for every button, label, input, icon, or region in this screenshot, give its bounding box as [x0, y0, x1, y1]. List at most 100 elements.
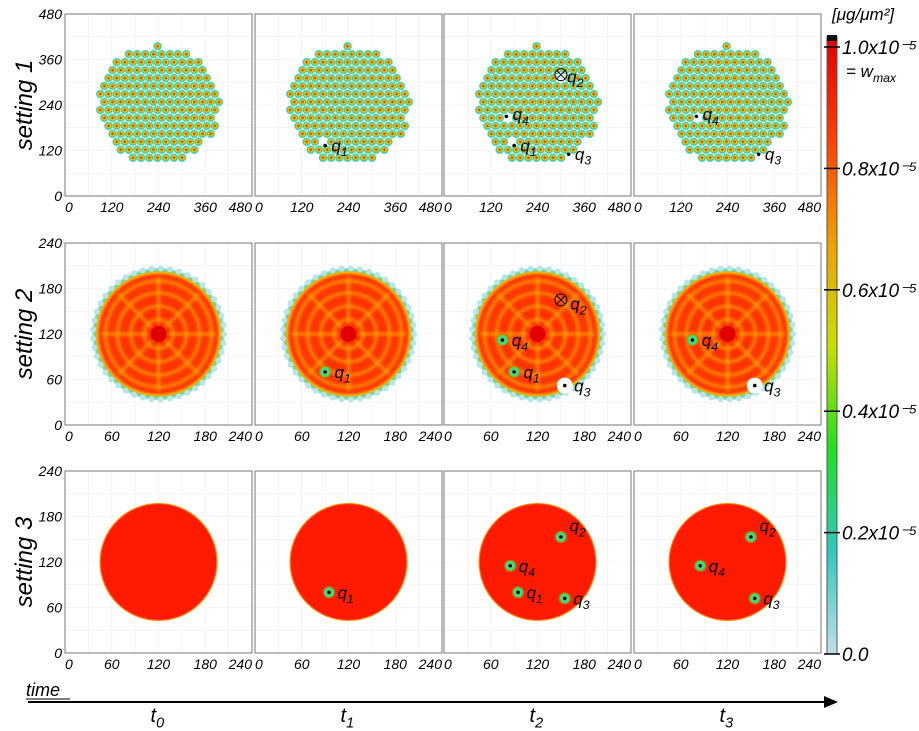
pillar-mark	[573, 57, 582, 67]
pillar-mark	[375, 89, 385, 99]
pillar-mark	[149, 65, 158, 75]
x-tick-label: 240	[525, 199, 550, 215]
heatmap-field	[664, 41, 793, 163]
pillar-mark	[302, 105, 312, 115]
pillar-mark	[540, 57, 550, 67]
pillar-mark	[754, 137, 764, 147]
point-label-q4-base: q	[512, 331, 522, 350]
domain-pattern	[291, 277, 406, 391]
x-tick-labels: 0 60 120 180 240	[634, 656, 821, 672]
pillar-mark	[177, 73, 187, 83]
pillar-mark	[487, 97, 496, 107]
pattern-spoke	[496, 292, 532, 328]
pillar-mark	[709, 65, 719, 75]
pillar-mark	[581, 121, 591, 131]
pattern-spoke	[354, 292, 390, 328]
rim-bead	[590, 296, 597, 303]
rim-bead	[536, 265, 543, 272]
pillar-mark	[120, 57, 130, 67]
pillar-mark	[359, 105, 369, 115]
x-tick-labels: 0 60 120 180 240	[255, 428, 442, 444]
pillar-mark	[552, 145, 562, 155]
x-tick-label: 480	[608, 199, 632, 215]
rim-bead	[787, 349, 794, 356]
x-tick-labels: 0 120 240 360 480	[65, 199, 252, 215]
pillar-mark	[128, 153, 138, 163]
x-tick-label: 60	[104, 656, 120, 672]
point-label-q4-sub: 4	[712, 114, 719, 128]
pillar-mark	[573, 89, 582, 99]
point-label-q2-base: q	[569, 517, 579, 536]
panel-frame	[633, 470, 822, 654]
point-dot	[504, 114, 509, 119]
pillar-mark	[705, 73, 715, 83]
pillar-mark	[693, 81, 703, 91]
pillar-mark	[483, 105, 492, 115]
pillar-mark	[528, 49, 537, 59]
y-tick-label: 0	[54, 645, 62, 661]
panel-grid	[444, 471, 631, 653]
pillar-mark	[734, 97, 744, 107]
pillar-mark	[185, 137, 195, 147]
pillar-mark	[738, 57, 748, 67]
y-tick-labels: 0 120 240 360 480	[38, 6, 63, 204]
pillar-mark	[689, 89, 699, 99]
rim-bead	[192, 385, 199, 392]
pillar-mark	[206, 81, 216, 91]
pillar-mark	[140, 49, 150, 59]
rim-bead	[356, 395, 363, 402]
pillar-mark	[157, 97, 167, 107]
pillar-mark	[585, 81, 595, 91]
point-dot	[512, 143, 516, 148]
rim-bead	[115, 279, 122, 286]
x-tick-label: 180	[763, 656, 787, 672]
rim-bead	[487, 376, 494, 383]
pillar-mark	[112, 57, 122, 67]
pillar-mark	[573, 121, 582, 131]
pillar-mark	[388, 129, 397, 139]
pillar-mark	[722, 41, 731, 51]
pillar-mark	[108, 129, 117, 139]
point-q1: q1	[507, 363, 540, 386]
pillar-mark	[173, 49, 183, 59]
pillar-mark	[681, 89, 691, 99]
pillar-mark	[343, 137, 352, 147]
heatmap-field	[469, 265, 607, 403]
pillar-mark	[388, 65, 397, 75]
x-tick-label: 480	[229, 199, 253, 215]
colorbar: [μg/μm²] 1.0x10⁻⁵ 0.8x10⁻⁵ 0.6x10⁻⁵ 0.4x10⁻⁵…	[824, 5, 917, 666]
pillar-mark	[532, 137, 541, 147]
rim-bead	[784, 304, 791, 311]
pillar-mark	[392, 89, 402, 99]
x-tick-label: 60	[294, 428, 310, 444]
pillar-mark	[499, 105, 509, 115]
pillar-mark	[128, 137, 138, 147]
pillar-mark	[169, 137, 179, 147]
pillar-mark	[544, 145, 554, 155]
pillar-mark	[157, 49, 167, 59]
wmax-label-base: = w	[846, 62, 875, 81]
pillar-mark	[149, 129, 158, 139]
pillar-mark	[511, 65, 521, 75]
pillar-mark	[326, 57, 336, 67]
pillar-mark	[697, 137, 707, 147]
rim-bead	[283, 308, 290, 315]
rim-bead	[365, 393, 372, 400]
pillar-mark	[359, 121, 369, 131]
wmax-label-sub: max	[873, 71, 897, 85]
rim-bead	[578, 282, 585, 289]
pillar-mark	[515, 73, 525, 83]
pillar-mark	[540, 137, 550, 147]
pillar-mark	[289, 81, 299, 91]
pillar-mark	[153, 89, 162, 99]
rim-bead	[597, 349, 604, 356]
rim-bead	[305, 279, 312, 286]
panel-frame	[633, 242, 822, 426]
pillar-mark	[194, 137, 203, 147]
point-dot	[752, 596, 757, 601]
rim-bead	[666, 361, 673, 368]
pillar-mark	[161, 153, 171, 163]
pillar-mark	[750, 49, 760, 59]
setting-label: setting 1	[11, 60, 38, 151]
pillar-mark	[589, 89, 599, 99]
